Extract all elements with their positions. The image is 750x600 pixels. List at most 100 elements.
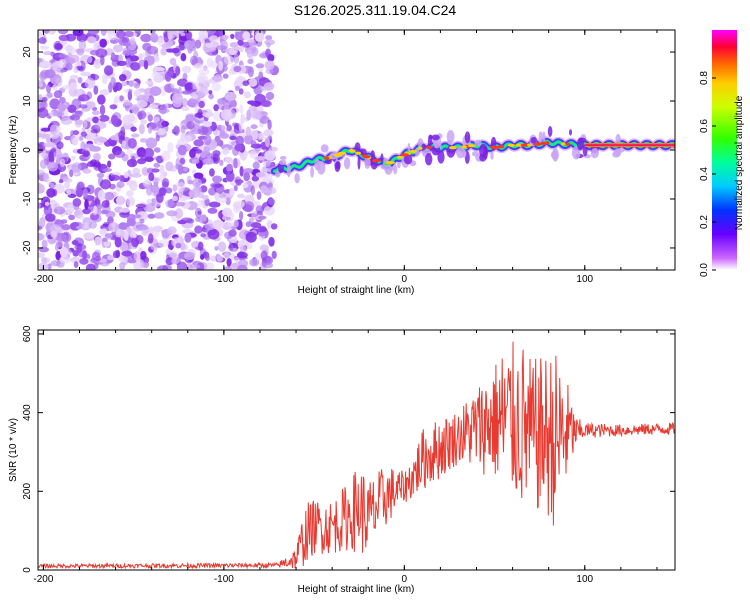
noise-blob xyxy=(254,32,265,43)
noise-blob xyxy=(219,159,224,166)
noise-blob xyxy=(41,239,48,249)
noise-blob xyxy=(167,30,178,39)
noise-blob xyxy=(216,45,228,51)
snr-x-tick-label: 0 xyxy=(402,574,408,585)
snr-axes: -200 -100 0 100 0 200 400 600 xyxy=(22,325,675,585)
noise-blob xyxy=(237,193,245,199)
noise-blob xyxy=(267,119,272,130)
noise-blob xyxy=(57,103,66,112)
noise-blob xyxy=(69,74,79,80)
noise-blob xyxy=(158,187,167,196)
noise-blob xyxy=(54,202,60,210)
noise-blob xyxy=(70,256,82,263)
noise-blob xyxy=(233,185,238,192)
noise-blob xyxy=(250,46,259,57)
colorbar-gradient xyxy=(712,30,737,270)
noise-blob xyxy=(50,182,55,190)
noise-blob xyxy=(185,114,196,123)
noise-blob xyxy=(50,260,61,267)
noise-blob xyxy=(73,66,78,74)
noise-blob xyxy=(80,71,91,77)
noise-blob xyxy=(197,199,204,207)
noise-blob xyxy=(58,53,67,59)
noise-blob xyxy=(202,158,215,165)
noise-blob xyxy=(89,221,97,229)
noise-blob xyxy=(123,99,131,106)
noise-blob xyxy=(123,42,131,47)
noise-blob xyxy=(237,39,244,46)
noise-blob xyxy=(153,162,161,168)
noise-blob xyxy=(184,233,192,243)
spectrogram-x-tick-label: -200 xyxy=(33,274,53,285)
noise-blob xyxy=(236,251,248,259)
noise-blob xyxy=(108,153,116,160)
noise-blob xyxy=(249,150,257,159)
track-side-blob xyxy=(437,150,445,164)
noise-blob xyxy=(247,58,254,65)
noise-blob xyxy=(222,207,233,217)
noise-blob xyxy=(79,258,89,265)
noise-blob xyxy=(242,183,249,188)
noise-blob xyxy=(173,201,186,207)
noise-blob xyxy=(38,202,41,209)
noise-blob xyxy=(74,119,84,126)
spectrogram-y-tick-label: 0 xyxy=(22,147,33,153)
noise-blob xyxy=(255,135,267,140)
noise-blob xyxy=(238,88,244,95)
noise-blob xyxy=(92,206,98,216)
noise-blob xyxy=(225,197,231,206)
noise-blob xyxy=(216,124,223,131)
noise-blob xyxy=(91,110,100,116)
noise-blob xyxy=(175,242,182,249)
track-side-blob xyxy=(294,173,300,184)
track-side-blob xyxy=(388,166,394,171)
noise-blob xyxy=(216,197,227,204)
noise-blob xyxy=(245,242,253,250)
noise-blob xyxy=(59,158,66,168)
noise-blob xyxy=(131,106,139,114)
noise-blob xyxy=(167,142,174,153)
noise-blob xyxy=(63,57,76,65)
noise-blob xyxy=(205,42,214,48)
noise-blob xyxy=(38,31,43,38)
noise-blob xyxy=(79,135,84,141)
noise-blob xyxy=(235,181,242,186)
noise-blob xyxy=(150,33,159,43)
noise-blob xyxy=(238,121,243,132)
noise-blob xyxy=(245,221,252,228)
noise-blob xyxy=(166,210,178,217)
noise-blob xyxy=(174,208,184,219)
noise-blob xyxy=(94,198,100,205)
noise-blob xyxy=(111,52,116,59)
noise-blob xyxy=(223,252,230,259)
noise-blob xyxy=(125,57,131,68)
noise-blob xyxy=(202,121,212,128)
noise-blob xyxy=(197,241,204,251)
noise-blob xyxy=(114,237,122,248)
noise-blob xyxy=(86,144,95,149)
noise-blob xyxy=(194,39,202,49)
noise-blob xyxy=(101,209,109,215)
noise-blob xyxy=(161,43,170,49)
noise-blob xyxy=(82,168,92,174)
noise-blob xyxy=(131,237,140,248)
noise-blob xyxy=(146,45,159,55)
noise-blob xyxy=(203,134,212,146)
noise-blob xyxy=(198,86,209,97)
noise-blob xyxy=(121,81,128,87)
noise-blob xyxy=(144,203,156,212)
noise-blob xyxy=(157,38,164,47)
noise-blob xyxy=(101,73,108,85)
noise-blob xyxy=(59,246,69,258)
noise-blob xyxy=(250,124,258,130)
track-side-blob xyxy=(542,131,546,142)
noise-blob xyxy=(82,150,90,157)
noise-blob xyxy=(180,132,186,142)
noise-blob xyxy=(245,126,252,137)
noise-blob xyxy=(105,30,118,35)
noise-blob xyxy=(266,179,275,184)
spectrogram-y-axis-label: Frequency (Hz) xyxy=(8,116,19,185)
noise-blob xyxy=(59,96,66,104)
noise-blob xyxy=(38,37,47,44)
noise-blob xyxy=(122,114,132,126)
